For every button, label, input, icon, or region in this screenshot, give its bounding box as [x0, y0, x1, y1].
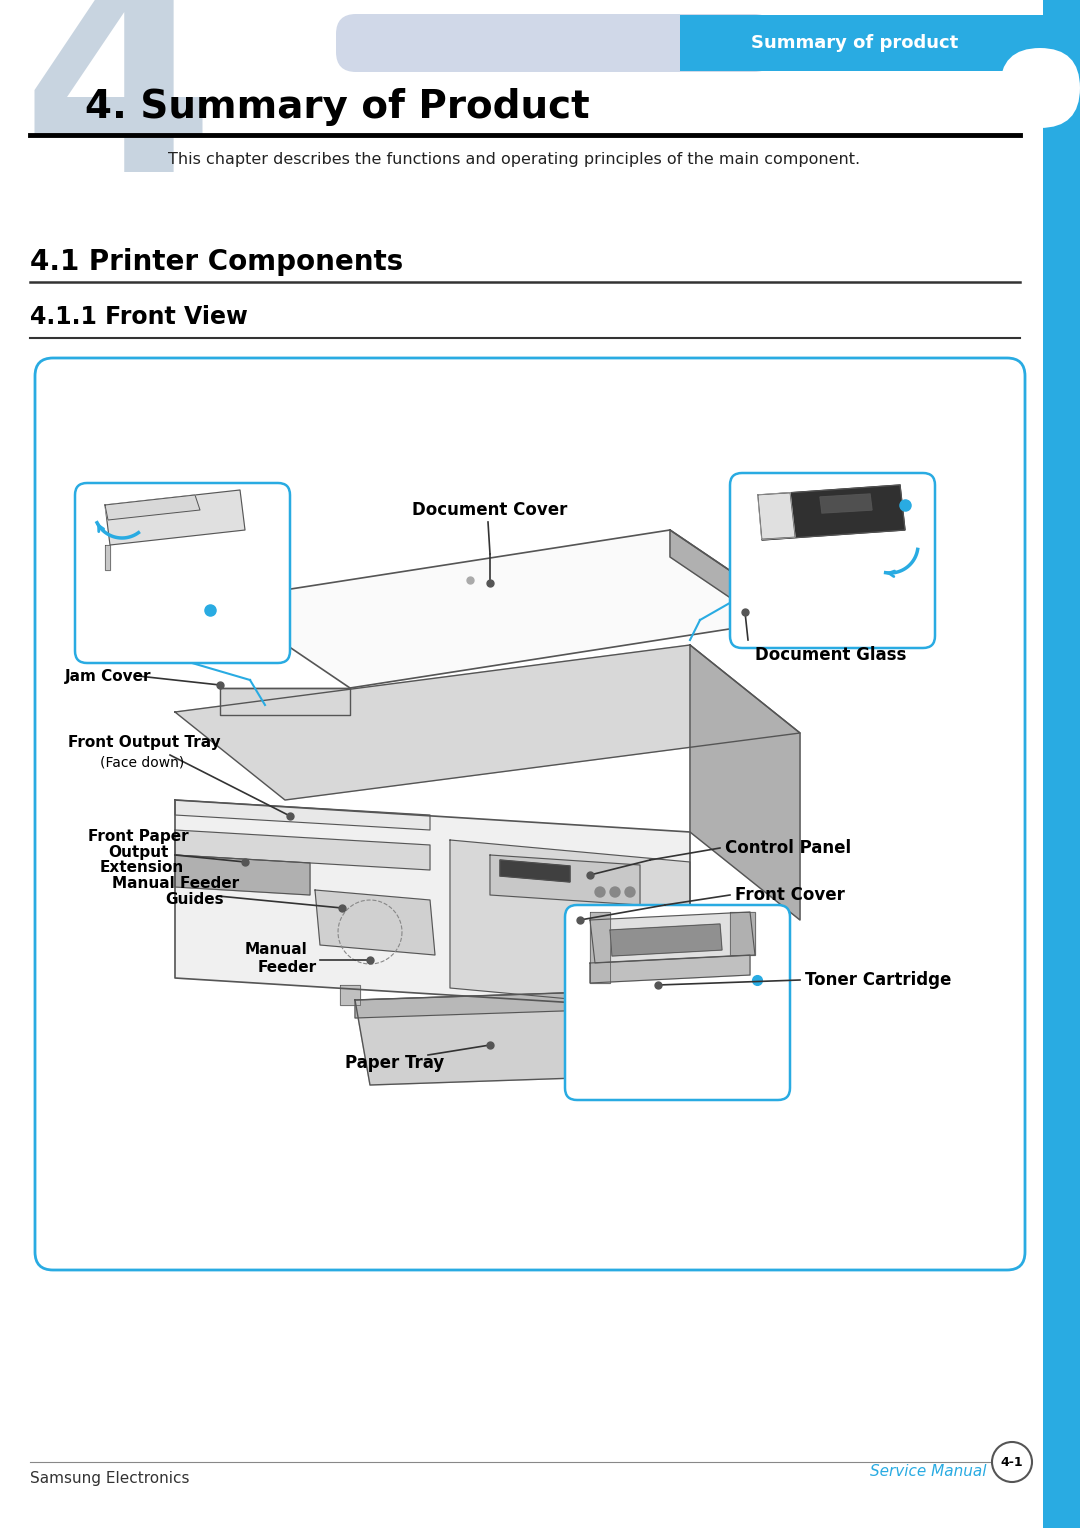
Text: (Face down): (Face down): [100, 755, 185, 769]
Polygon shape: [175, 801, 690, 1010]
Polygon shape: [690, 645, 800, 920]
Text: This chapter describes the functions and operating principles of the main compon: This chapter describes the functions and…: [168, 151, 860, 167]
Polygon shape: [670, 530, 800, 645]
Polygon shape: [590, 955, 750, 983]
Polygon shape: [355, 990, 650, 1018]
Polygon shape: [758, 484, 905, 539]
Polygon shape: [355, 990, 665, 1085]
Circle shape: [610, 886, 620, 897]
Polygon shape: [500, 860, 570, 882]
Text: 4-1: 4-1: [1001, 1456, 1024, 1468]
FancyBboxPatch shape: [730, 474, 935, 648]
Polygon shape: [220, 530, 800, 688]
Text: Manual: Manual: [245, 941, 308, 957]
Polygon shape: [730, 912, 755, 955]
Polygon shape: [220, 688, 350, 715]
Bar: [680, 15, 1043, 70]
Polygon shape: [105, 545, 110, 570]
Polygon shape: [820, 494, 872, 513]
Text: Samsung Electronics: Samsung Electronics: [30, 1470, 189, 1485]
Text: Output: Output: [108, 845, 168, 859]
Polygon shape: [450, 840, 690, 1010]
Polygon shape: [175, 830, 430, 869]
Polygon shape: [105, 490, 245, 545]
Text: Guides: Guides: [165, 892, 224, 908]
Text: Front Output Tray: Front Output Tray: [68, 735, 220, 750]
Text: Manual Feeder: Manual Feeder: [112, 877, 239, 891]
Text: Document Cover: Document Cover: [413, 501, 568, 520]
Polygon shape: [590, 912, 610, 983]
Circle shape: [595, 886, 605, 897]
Polygon shape: [175, 856, 310, 895]
Circle shape: [993, 1442, 1032, 1482]
Polygon shape: [340, 986, 360, 1005]
Text: 4.1 Printer Components: 4.1 Printer Components: [30, 248, 403, 277]
Text: Feeder: Feeder: [258, 960, 318, 975]
FancyBboxPatch shape: [1043, 1407, 1080, 1528]
Text: Front Paper: Front Paper: [87, 828, 189, 843]
Polygon shape: [315, 889, 435, 955]
Polygon shape: [590, 912, 755, 963]
Text: Paper Tray: Paper Tray: [345, 1054, 444, 1073]
Text: 4. Summary of Product: 4. Summary of Product: [85, 89, 590, 125]
FancyBboxPatch shape: [75, 483, 291, 663]
Polygon shape: [175, 801, 430, 830]
Text: Front Cover: Front Cover: [735, 886, 845, 905]
Polygon shape: [610, 924, 723, 957]
Polygon shape: [490, 856, 640, 905]
Text: Toner Cartridge: Toner Cartridge: [805, 970, 951, 989]
Bar: [1043, 0, 1080, 1528]
Text: Extension: Extension: [100, 860, 185, 876]
Polygon shape: [175, 645, 800, 801]
FancyBboxPatch shape: [336, 14, 774, 72]
Text: Summary of product: Summary of product: [752, 34, 959, 52]
Text: Service Manual: Service Manual: [870, 1464, 986, 1479]
Polygon shape: [105, 495, 200, 520]
Circle shape: [625, 886, 635, 897]
Polygon shape: [758, 494, 795, 539]
FancyBboxPatch shape: [1000, 47, 1080, 128]
Text: Document Glass: Document Glass: [755, 646, 906, 665]
FancyBboxPatch shape: [565, 905, 789, 1100]
Text: 4.1.1 Front View: 4.1.1 Front View: [30, 306, 248, 329]
Text: 4: 4: [22, 0, 215, 231]
FancyBboxPatch shape: [35, 358, 1025, 1270]
Text: Control Panel: Control Panel: [725, 839, 851, 857]
Text: Jam Cover: Jam Cover: [65, 669, 151, 683]
